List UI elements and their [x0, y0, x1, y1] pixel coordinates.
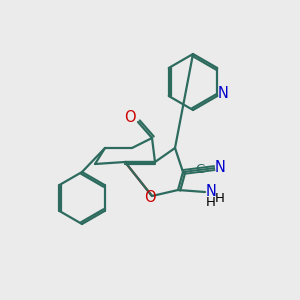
Text: C: C: [195, 164, 204, 176]
Text: N: N: [214, 160, 225, 175]
Text: O: O: [144, 190, 156, 205]
Text: O: O: [124, 110, 136, 125]
Text: N: N: [206, 184, 216, 199]
Text: H: H: [215, 193, 225, 206]
Text: N: N: [218, 86, 229, 101]
Text: H: H: [206, 196, 216, 209]
